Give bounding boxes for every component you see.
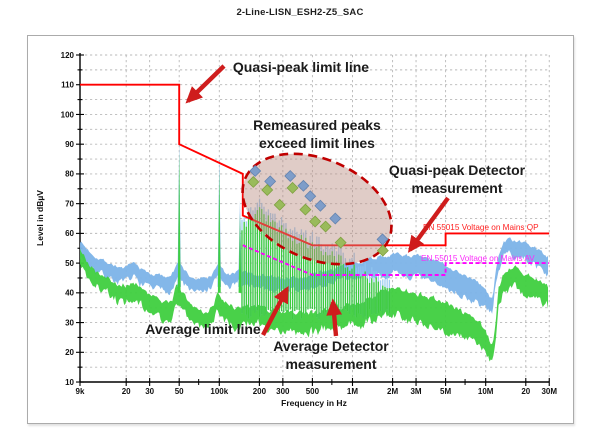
x-axis-tick-label: 10M — [478, 387, 494, 396]
arrow-to-av-limit — [261, 285, 289, 337]
qp-limit-line-label: EN 55015 Voltage on Mains QP — [423, 223, 539, 232]
remeasured-marker-qp — [249, 164, 262, 177]
y-axis-tick-label: 120 — [61, 51, 75, 60]
annotation-av-detector: Average Detector measurement — [273, 338, 388, 374]
spike-av — [177, 151, 181, 293]
x-axis-tick-label: 20 — [122, 387, 131, 396]
spike-av — [238, 214, 242, 293]
av-trace-band — [80, 248, 548, 362]
remeasured-marker-av — [309, 215, 322, 228]
remeasured-marker-av — [376, 244, 389, 257]
annotation-qp-detector-line2: measurement — [411, 179, 503, 196]
arrow-to-qp-trace — [407, 196, 450, 253]
remeasured-marker-qp — [304, 190, 317, 203]
average-trace — [80, 248, 548, 362]
remeasured-marker-qp — [264, 175, 277, 188]
remeasured-marker-av — [247, 175, 260, 188]
annotation-qp-detector-line1: Quasi-peak Detector — [388, 162, 526, 178]
x-axis-tick-label: 2M — [387, 387, 398, 396]
x-axis-tick-label: 30 — [145, 387, 154, 396]
annotation-qp-limit-line: Quasi-peak limit line — [232, 59, 370, 75]
y-axis-tick-label: 60 — [65, 229, 74, 238]
y-axis-tick-label: 110 — [61, 81, 74, 90]
grid-layer — [80, 54, 550, 382]
x-axis-tick-label: 100k — [210, 387, 228, 396]
x-axis-tick-label: 5M — [440, 387, 451, 396]
spike-layer — [177, 141, 242, 293]
remeasured-markers-layer — [247, 164, 389, 257]
y-axis-tick-label: 90 — [65, 140, 74, 149]
x-axis-tick-label: 30M — [541, 387, 557, 396]
x-axis-tick-label: 20 — [521, 387, 530, 396]
y-axis-tick-label: 50 — [65, 259, 74, 268]
remeasured-peaks-ellipse — [241, 152, 393, 266]
remeasured-marker-av — [273, 198, 286, 211]
y-axis-tick-label: 100 — [61, 110, 75, 119]
annotation-qp-detector: Quasi-peak Detector measurement — [389, 162, 525, 198]
annotation-av-detector-line2: measurement — [285, 355, 377, 372]
x-axis-tick-label: 50 — [175, 387, 184, 396]
y-axis-tick-label: 80 — [65, 170, 74, 179]
av-limit-line-label: EN 55015 Voltage on Mains AV — [421, 254, 535, 263]
annotation-av-limit-line: Average limit line — [145, 321, 261, 337]
y-axis-tick-label: 40 — [65, 289, 74, 298]
y-axis-tick-label: 70 — [65, 199, 74, 208]
arrow-to-qp-limit — [185, 64, 226, 104]
annotation-av-detector-line1: Average Detector — [273, 338, 389, 354]
remeasured-marker-av — [286, 181, 299, 194]
x-axis-tick-label: 300 — [276, 387, 290, 396]
arrow-to-av-trace — [326, 298, 343, 337]
x-axis-tick-label: 1M — [347, 387, 358, 396]
remeasured-marker-av — [319, 220, 332, 233]
remeasured-marker-qp — [329, 212, 342, 225]
remeasured-marker-av — [261, 184, 274, 196]
annotation-arrows-layer — [185, 64, 450, 337]
x-axis-tick-label: 500 — [306, 387, 320, 396]
remeasured-marker-av — [299, 203, 312, 216]
x-axis-title: Frequency in Hz — [281, 398, 347, 408]
y-axis-title: Level in dBµV — [35, 190, 45, 246]
remeasured-marker-qp — [284, 170, 297, 182]
x-axis-tick-label: 9k — [76, 387, 85, 396]
limit-lines-layer — [80, 83, 550, 276]
remeasured-marker-av — [334, 236, 347, 249]
annotation-remeasured-line1: Remeasured peaks — [253, 117, 381, 133]
y-axis-tick-label: 10 — [65, 378, 74, 387]
annotation-remeasured-line2: exceed limit lines — [259, 134, 375, 151]
remeasured-marker-qp — [376, 233, 389, 246]
y-axis-tick-label: 30 — [65, 318, 74, 327]
x-axis-tick-label: 3M — [410, 387, 421, 396]
spike-av — [217, 169, 221, 293]
chart-title: 2-Line-LISN_ESH2-Z5_SAC — [236, 7, 364, 18]
qp-limit-line — [80, 83, 550, 247]
remeasured-marker-qp — [297, 179, 310, 192]
annotation-remeasured-peaks: Remeasured peaks exceed limit lines — [253, 117, 381, 153]
remeasured-marker-qp — [314, 199, 327, 212]
y-axis-tick-label: 20 — [65, 348, 74, 357]
x-axis-tick-label: 200 — [253, 387, 267, 396]
